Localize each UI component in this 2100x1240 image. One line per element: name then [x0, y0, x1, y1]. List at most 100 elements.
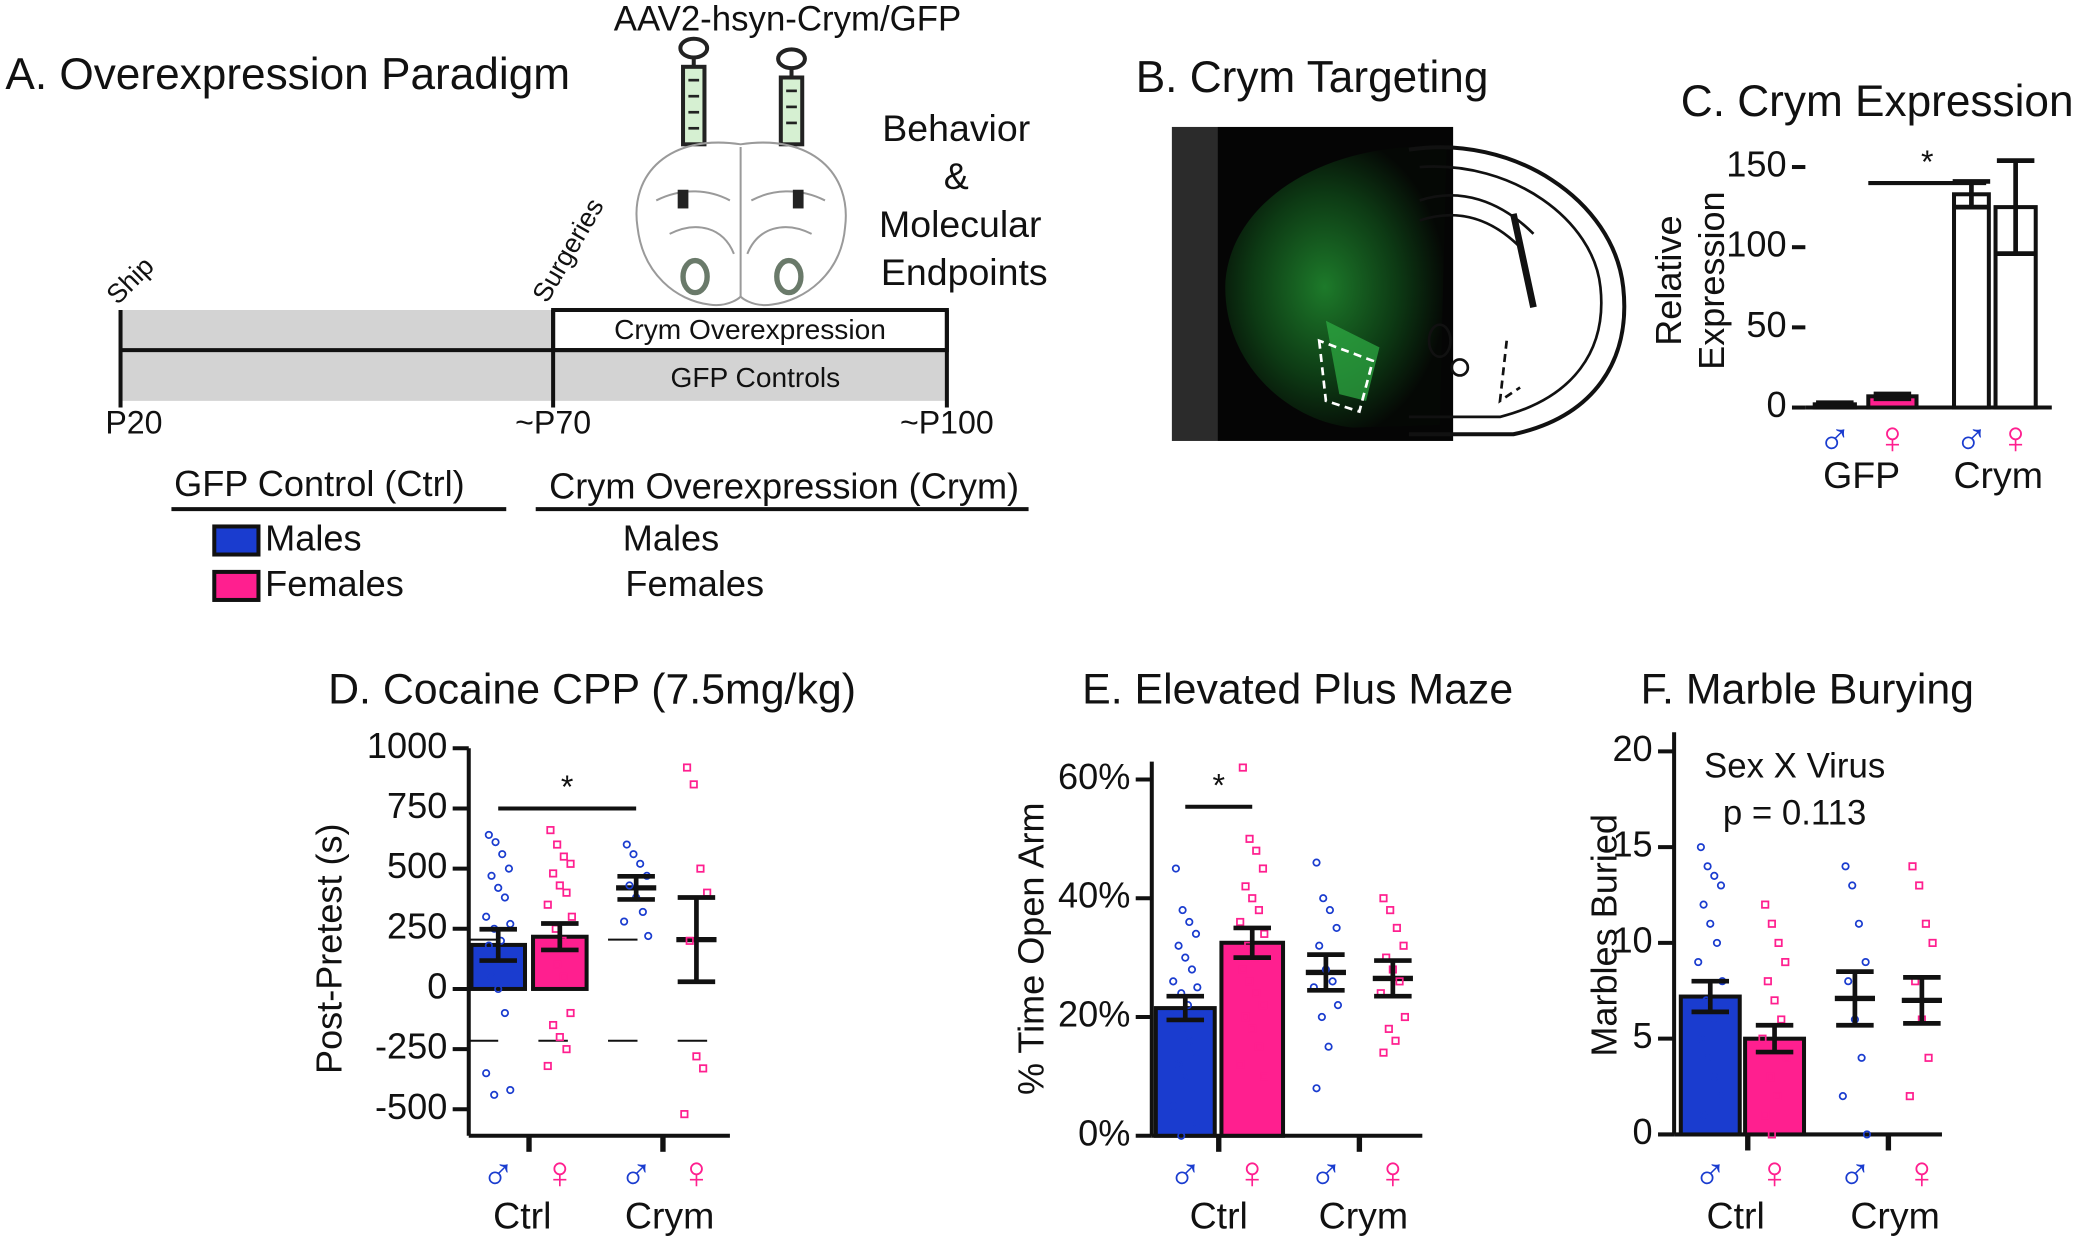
data-point: [1908, 862, 1917, 871]
y-axis-label: Post-Pretest (s): [309, 823, 350, 1074]
group-label: Crym: [1850, 1195, 1940, 1237]
y-tick-label: 0: [1766, 384, 1786, 425]
age-label: ~P70: [515, 404, 591, 440]
annotation: Sex X Virus: [1704, 748, 1885, 786]
data-point: [1848, 881, 1857, 890]
y-tick-label: 0%: [1078, 1112, 1130, 1153]
target-fluorescence: [1325, 320, 1380, 401]
data-point: [1245, 977, 1254, 986]
outcome-line: Endpoints: [881, 251, 1048, 293]
data-point: [490, 1090, 499, 1099]
data-point: [1706, 919, 1715, 928]
data-point: [1236, 917, 1245, 927]
y-tick-label: -500: [375, 1086, 447, 1127]
data-point: [1386, 906, 1395, 915]
y-tick-label: 60%: [1058, 756, 1130, 797]
data-point: [482, 912, 491, 921]
y-axis-label: Marbles Buried: [1584, 814, 1625, 1057]
legend-swatch: [212, 569, 261, 602]
data-point: [620, 917, 629, 926]
legend-label: Females: [265, 563, 404, 604]
category-label: ♀: [679, 1147, 713, 1198]
data-point: [1328, 977, 1337, 986]
data-point: [1191, 929, 1201, 938]
data-point: [1252, 846, 1261, 855]
data-point: [1241, 1012, 1250, 1022]
y-axis-label: % Time Open Arm: [1010, 802, 1051, 1095]
data-point: [1260, 1072, 1269, 1081]
y-tick-label: 500: [387, 845, 447, 886]
group-label: Crym: [1319, 1195, 1409, 1237]
data-point: [1703, 862, 1712, 871]
data-point: [622, 840, 631, 849]
data-point: [504, 965, 514, 974]
group-label: Ctrl: [1190, 1195, 1248, 1237]
y-axis-label: Relative: [1648, 215, 1689, 345]
data-point: [636, 859, 645, 868]
annotation: p = 0.113: [1723, 794, 1867, 832]
group-label: GFP Controls: [670, 362, 840, 393]
outcome-label: Behavior & Molecular Endpoints: [879, 107, 1048, 293]
data-point: [500, 893, 509, 902]
data-point: [1696, 843, 1705, 852]
chart-title: D. Cocaine CPP (7.5mg/kg): [328, 665, 856, 713]
y-tick-label: -250: [375, 1026, 447, 1067]
data-point: [559, 972, 568, 982]
data-point: [1384, 1024, 1393, 1033]
chart-panel: C. Crym Expression Relative Expression 0 50 1…: [1648, 77, 2074, 496]
error-bar: [1307, 952, 1345, 993]
legend-label: Females: [625, 563, 764, 604]
data-point: [1773, 1092, 1782, 1101]
legend-label: Males: [265, 518, 361, 559]
error-bar: [479, 926, 517, 963]
group-label: Crym: [1953, 454, 2043, 496]
data-point: [1185, 917, 1194, 927]
bar: [1952, 192, 1991, 410]
y-tick-label: 20%: [1058, 994, 1130, 1035]
y-tick-label: 15: [1612, 824, 1652, 865]
data-point: [1191, 1048, 1201, 1057]
data-point: [491, 838, 500, 847]
data-point: [559, 852, 568, 861]
y-tick-label: 50: [1746, 304, 1786, 345]
data-point: [1767, 919, 1776, 928]
category-label: ♂: [1838, 1147, 1872, 1198]
chart-panel: E. Elevated Plus Maze % Time Open Arm 0% 20…: [1010, 665, 1513, 1236]
y-tick-label: 100: [1726, 224, 1786, 265]
data-point: [553, 960, 562, 969]
data-point: [1857, 1053, 1866, 1062]
data-point: [703, 888, 712, 897]
group-label: GFP: [1823, 454, 1900, 496]
data-point: [1915, 881, 1924, 890]
y-tick-label: 0: [427, 966, 447, 1007]
data-point: [1699, 1111, 1708, 1120]
data-point: [1905, 1092, 1914, 1101]
data-point: [1399, 941, 1408, 950]
outcome-line: Behavior: [882, 107, 1030, 149]
data-point: [1312, 858, 1321, 867]
y-tick-label: 250: [387, 905, 447, 946]
data-point: [1861, 957, 1870, 967]
data-point: [567, 912, 576, 921]
data-point: [1838, 1092, 1847, 1101]
chart-title: F. Marble Burying: [1641, 665, 1974, 713]
category-label: ♀: [1235, 1147, 1269, 1198]
category-label: ♂: [1954, 412, 1988, 463]
y-tick-label: 40%: [1058, 875, 1130, 916]
data-point: [484, 830, 493, 839]
data-point: [553, 840, 562, 849]
data-point: [1312, 1084, 1321, 1093]
data-point: [629, 850, 638, 859]
virus-label: AAV2-hsyn-Crym/GFP: [614, 1, 961, 39]
data-point: [1703, 1053, 1712, 1062]
timeline: Crym Overexpression GFP Controls Ship Su…: [101, 193, 994, 440]
data-point: [1781, 957, 1790, 967]
category-label: ♀: [1376, 1147, 1410, 1198]
data-point: [1758, 1034, 1767, 1043]
y-tick-label: 20: [1612, 728, 1652, 769]
error-bar: [1691, 978, 1730, 1015]
bar: [1219, 940, 1286, 1138]
data-point: [1245, 834, 1254, 843]
data-point: [562, 888, 571, 897]
